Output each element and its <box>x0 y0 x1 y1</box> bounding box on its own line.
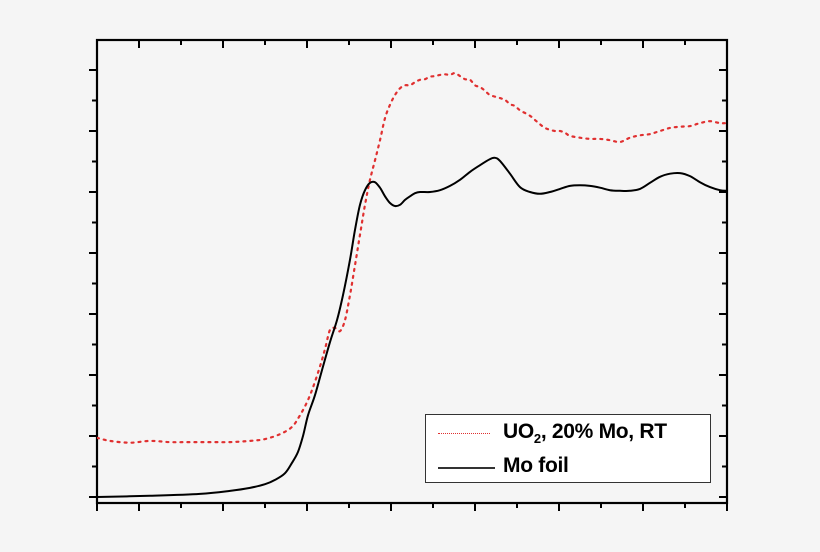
legend-entry-mo-foil: Mo foil <box>426 452 710 482</box>
legend-label-uo2: UO2, 20% Mo, RT <box>503 420 667 446</box>
legend: UO2, 20% Mo, RT Mo foil <box>425 414 711 483</box>
plot-frame <box>95 38 729 505</box>
plot-series <box>97 71 727 498</box>
solid-line-icon <box>438 467 495 469</box>
series-uo2-dotted-line <box>97 71 727 444</box>
dotted-line-icon <box>438 433 490 434</box>
legend-entry-uo2: UO2, 20% Mo, RT <box>426 418 710 448</box>
legend-label-mo-foil: Mo foil <box>503 454 569 477</box>
series-mo-foil-line <box>97 156 727 498</box>
